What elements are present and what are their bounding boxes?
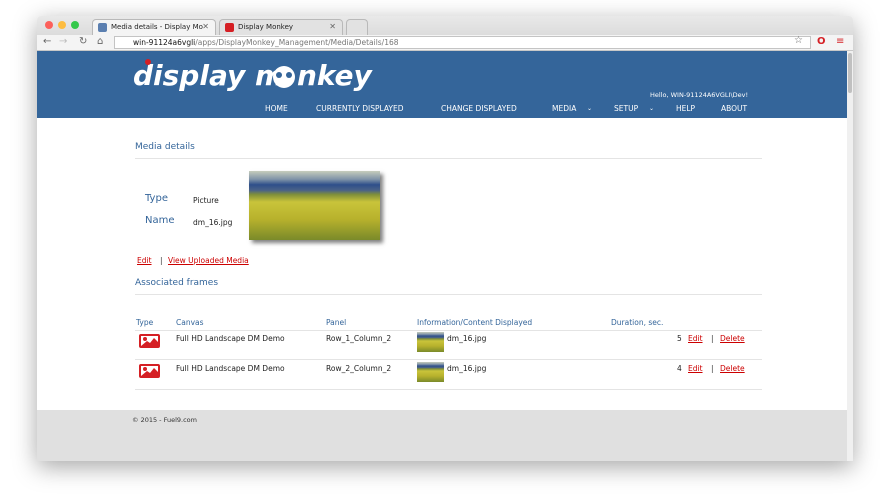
tab-display-monkey[interactable]: Display Monkey ✕	[219, 19, 343, 35]
canvas-cell: Full HD Landscape DM Demo	[176, 364, 285, 373]
logo[interactable]: display m nkey	[133, 57, 393, 104]
svg-text:display m: display m	[133, 59, 284, 92]
name-label: Name	[145, 215, 175, 226]
maximize-window-button[interactable]	[71, 21, 79, 29]
media-preview-image	[249, 171, 380, 240]
picture-icon	[139, 334, 160, 348]
close-tab-icon[interactable]: ✕	[202, 22, 209, 31]
divider	[135, 158, 762, 159]
nav-setup[interactable]: SETUP	[614, 104, 639, 113]
display-monkey-logo: display m nkey	[133, 59, 374, 92]
back-icon[interactable]: ←	[43, 36, 52, 47]
type-label: Type	[145, 193, 168, 204]
reload-icon[interactable]: ↻	[79, 36, 88, 47]
associated-frames-heading: Associated frames	[135, 278, 219, 288]
url-input[interactable]: win-91124a6vgli/apps/DisplayMonkey_Manag…	[114, 36, 811, 49]
menu-icon[interactable]: ≡	[836, 36, 845, 47]
nav-change-displayed[interactable]: CHANGE DISPLAYED	[441, 104, 517, 113]
divider	[135, 294, 762, 295]
nav-about[interactable]: ABOUT	[721, 104, 748, 113]
edit-frame-link[interactable]: Edit	[688, 334, 703, 343]
divider	[135, 330, 762, 331]
edit-frame-link[interactable]: Edit	[688, 364, 703, 373]
svg-text:nkey: nkey	[297, 59, 374, 92]
content-thumbnail	[417, 362, 444, 382]
column-header-duration: Duration, sec.	[611, 318, 664, 327]
setup-chevron-down-icon[interactable]: ⌄	[649, 105, 655, 112]
bookmark-star-icon[interactable]: ☆	[794, 35, 803, 46]
tab-label: Media details - Display Mo	[111, 23, 203, 31]
minimize-window-button[interactable]	[58, 21, 66, 29]
column-header-content: Information/Content Displayed	[417, 318, 533, 327]
new-tab-button[interactable]	[346, 19, 368, 35]
browser-window: Media details - Display Mo ✕ Display Mon…	[37, 16, 853, 461]
opera-icon[interactable]: O	[817, 36, 826, 47]
address-bar-row: ← → ↻ ⌂ win-91124a6vgli/apps/DisplayMonk…	[37, 35, 853, 51]
duration-cell: 4	[677, 364, 682, 373]
name-value: dm_16.jpg	[193, 218, 233, 227]
divider	[135, 389, 762, 390]
content-cell: dm_16.jpg	[447, 334, 487, 343]
tab-media-details[interactable]: Media details - Display Mo ✕	[92, 19, 216, 35]
column-header-type: Type	[136, 318, 154, 327]
copyright-text: © 2015 - Fuel9.com	[132, 416, 197, 424]
view-uploaded-media-link[interactable]: View Uploaded Media	[168, 256, 249, 265]
home-icon[interactable]: ⌂	[97, 36, 104, 47]
scrollbar[interactable]	[847, 51, 853, 461]
canvas-cell: Full HD Landscape DM Demo	[176, 334, 285, 343]
footer: © 2015 - Fuel9.com	[37, 410, 847, 461]
media-details-heading: Media details	[135, 142, 195, 152]
tab-bar: Media details - Display Mo ✕ Display Mon…	[37, 16, 853, 35]
divider	[135, 359, 762, 360]
column-header-panel: Panel	[326, 318, 347, 327]
content-cell: dm_16.jpg	[447, 364, 487, 373]
nav-currently-displayed[interactable]: CURRENTLY DISPLAYED	[316, 104, 404, 113]
nav-home[interactable]: HOME	[265, 104, 288, 113]
panel-cell: Row_2_Column_2	[326, 364, 392, 373]
separator: |	[711, 334, 714, 343]
content-thumbnail	[417, 332, 444, 352]
delete-frame-link[interactable]: Delete	[720, 364, 745, 373]
favicon-icon	[98, 23, 107, 32]
delete-frame-link[interactable]: Delete	[720, 334, 745, 343]
user-greeting: Hello, WIN-91124A6VGLI\Dev!	[650, 91, 749, 99]
separator: |	[711, 364, 714, 373]
media-chevron-down-icon[interactable]: ⌄	[587, 105, 593, 112]
favicon-icon	[225, 23, 234, 32]
nav-media[interactable]: MEDIA	[552, 104, 577, 113]
site-header: display m nkey Hello, WIN-91124A6VGLI\De…	[37, 51, 847, 118]
separator: |	[160, 256, 163, 265]
forward-icon[interactable]: →	[59, 36, 68, 47]
picture-icon	[139, 364, 160, 378]
edit-link[interactable]: Edit	[137, 256, 152, 265]
main-content: Media details Type Picture Name dm_16.jp…	[37, 118, 847, 410]
duration-cell: 5	[677, 334, 682, 343]
type-value: Picture	[193, 196, 219, 205]
panel-cell: Row_1_Column_2	[326, 334, 392, 343]
nav-help[interactable]: HELP	[676, 104, 696, 113]
tab-label: Display Monkey	[238, 23, 294, 31]
column-header-canvas: Canvas	[176, 318, 204, 327]
close-tab-icon[interactable]: ✕	[329, 22, 336, 31]
close-window-button[interactable]	[45, 21, 53, 29]
